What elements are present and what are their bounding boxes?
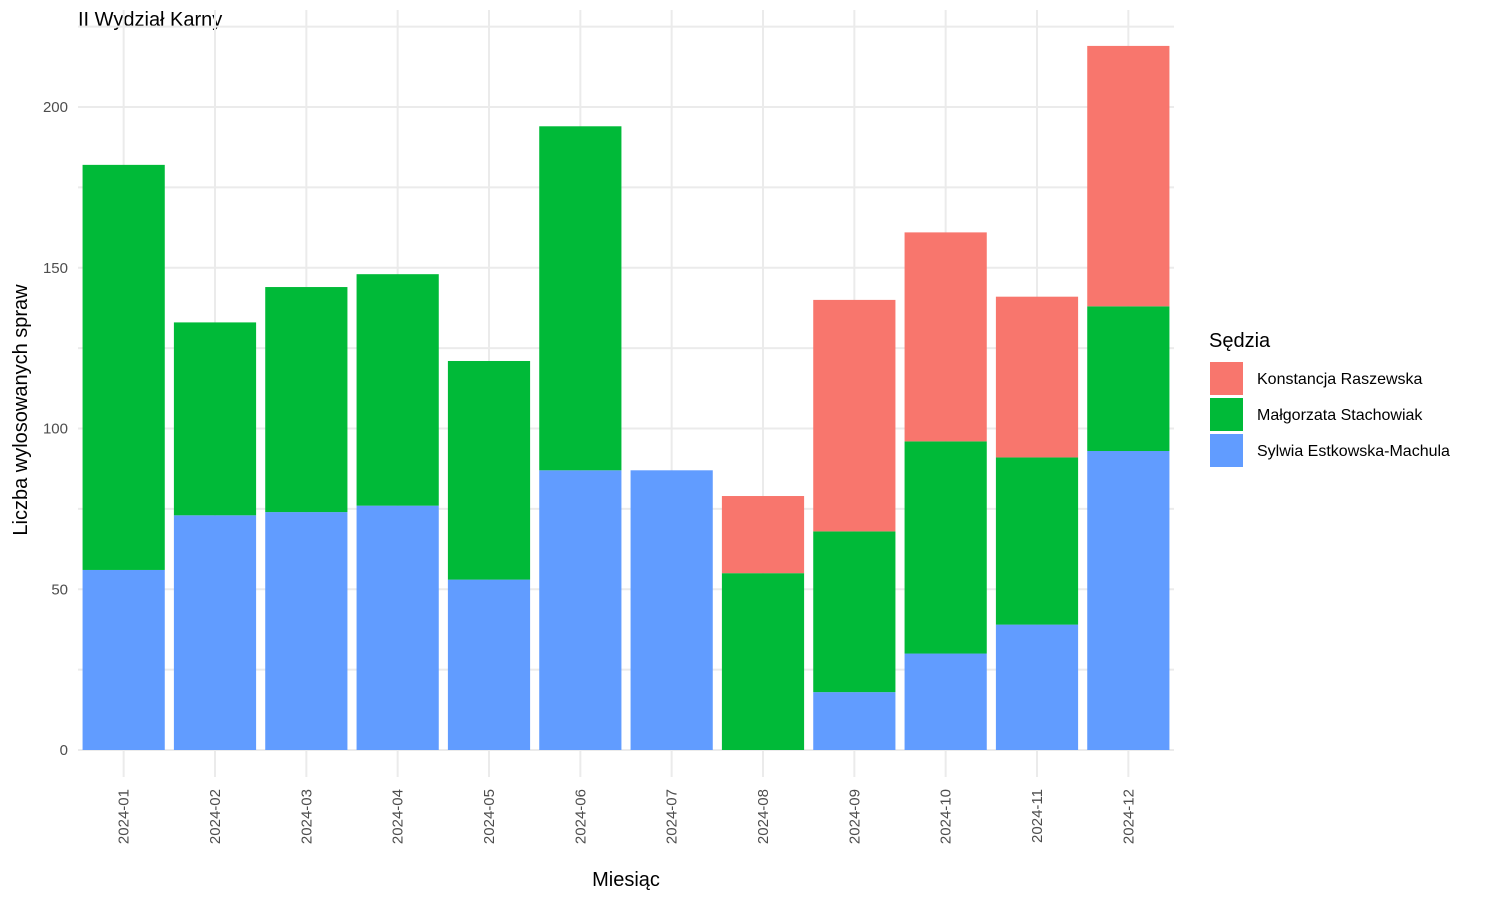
y-tick-label: 100 bbox=[43, 421, 68, 438]
y-tick-label: 0 bbox=[60, 742, 68, 759]
x-tick-label: 2024-11 bbox=[1029, 789, 1046, 843]
x-tick-label: 2024-04 bbox=[390, 789, 407, 844]
bar-segment bbox=[813, 531, 896, 693]
x-tick-label: 2024-05 bbox=[481, 789, 498, 844]
chart-title: II Wydział Karny bbox=[78, 9, 222, 31]
bar-segment bbox=[356, 274, 439, 506]
legend-swatch bbox=[1210, 434, 1243, 467]
bar-segment bbox=[904, 232, 987, 442]
bar-segment bbox=[995, 457, 1079, 625]
legend-label: Konstancja Raszewska bbox=[1257, 371, 1423, 388]
bar-segment bbox=[995, 296, 1079, 458]
bar-segment bbox=[813, 692, 896, 750]
bars bbox=[82, 45, 1170, 750]
x-tick-label: 2024-06 bbox=[572, 789, 589, 844]
legend-label: Sylwia Estkowska-Machula bbox=[1257, 443, 1450, 460]
bar-segment bbox=[265, 287, 348, 513]
x-tick-label: 2024-12 bbox=[1120, 789, 1137, 844]
legend: Sędzia Konstancja Raszewska Małgorzata St… bbox=[1209, 330, 1450, 467]
x-axis-title: Miesiąc bbox=[592, 869, 660, 891]
bar-segment bbox=[904, 441, 987, 654]
bar-segment bbox=[1087, 45, 1170, 307]
bar-segment bbox=[82, 569, 165, 750]
legend-items: Konstancja Raszewska Małgorzata Stachowia… bbox=[1210, 362, 1450, 467]
x-tick-label: 2024-09 bbox=[846, 789, 863, 844]
bar-segment bbox=[265, 512, 348, 750]
y-axis-title: Liczba wylosowanych spraw bbox=[10, 284, 32, 536]
y-tick-label: 200 bbox=[43, 99, 68, 116]
legend-label: Małgorzata Stachowiak bbox=[1257, 407, 1423, 424]
legend-swatch bbox=[1210, 362, 1243, 395]
bar-segment bbox=[1087, 306, 1170, 452]
bar-segment bbox=[82, 164, 165, 570]
bar-segment bbox=[447, 360, 531, 580]
x-tick-label: 2024-10 bbox=[938, 789, 955, 844]
bar-segment bbox=[173, 515, 257, 750]
bar-segment bbox=[904, 653, 987, 750]
bar-segment bbox=[539, 470, 622, 750]
bar-segment bbox=[173, 322, 257, 516]
x-tick-label: 2024-07 bbox=[664, 789, 681, 844]
legend-swatch bbox=[1210, 398, 1243, 431]
bar-segment bbox=[630, 470, 713, 750]
x-tick-label: 2024-03 bbox=[298, 789, 315, 844]
x-axis-ticks: 2024-01 2024-02 2024-03 2024-04 2024-05 2024-… bbox=[116, 789, 1138, 844]
y-tick-label: 150 bbox=[43, 260, 68, 277]
x-tick-label: 2024-08 bbox=[755, 789, 772, 844]
bar-segment bbox=[721, 573, 805, 750]
bar-segment bbox=[721, 496, 805, 574]
bar-segment bbox=[813, 299, 896, 532]
y-tick-label: 50 bbox=[51, 581, 68, 598]
bar-segment bbox=[356, 505, 439, 750]
x-tick-label: 2024-02 bbox=[207, 789, 224, 844]
bar-segment bbox=[539, 126, 622, 471]
bar-segment bbox=[995, 624, 1079, 750]
bar-segment bbox=[447, 579, 531, 750]
bar-segment bbox=[1087, 451, 1170, 750]
legend-title: Sędzia bbox=[1209, 330, 1271, 352]
y-axis-ticks: 0 50 100 150 200 bbox=[43, 99, 68, 759]
x-tick-label: 2024-01 bbox=[116, 789, 133, 844]
